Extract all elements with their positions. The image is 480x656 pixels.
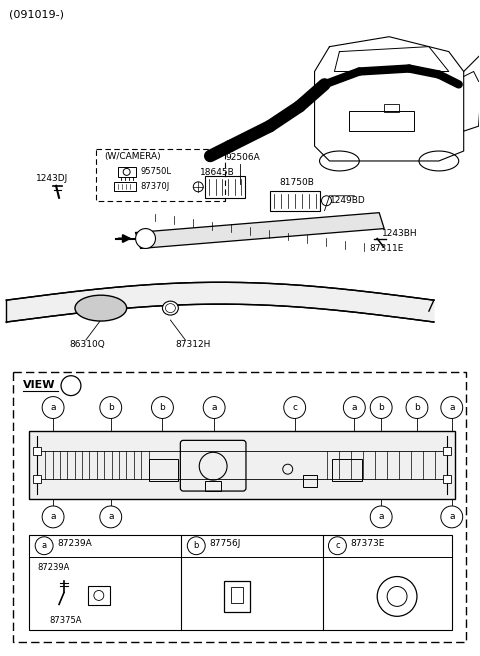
Text: a: a	[449, 512, 455, 522]
Circle shape	[152, 397, 173, 419]
Text: 1243BH: 1243BH	[382, 228, 418, 237]
Text: 87239A: 87239A	[57, 539, 92, 548]
Text: (091019-): (091019-)	[9, 10, 64, 20]
Text: a: a	[378, 512, 384, 522]
Text: b: b	[414, 403, 420, 412]
Polygon shape	[6, 282, 434, 322]
Ellipse shape	[162, 301, 179, 315]
Text: 87756J: 87756J	[209, 539, 240, 548]
Circle shape	[203, 397, 225, 419]
Text: 87370J: 87370J	[141, 182, 170, 191]
Text: a: a	[211, 403, 217, 412]
Text: a: a	[50, 403, 56, 412]
Ellipse shape	[75, 295, 127, 321]
Circle shape	[100, 397, 122, 419]
Circle shape	[441, 397, 463, 419]
Text: a: a	[42, 541, 47, 550]
Text: 81750B: 81750B	[280, 178, 315, 187]
Text: VIEW: VIEW	[23, 380, 56, 390]
Text: 1249BD: 1249BD	[329, 195, 365, 205]
Circle shape	[61, 376, 81, 396]
Text: a: a	[351, 403, 357, 412]
Circle shape	[187, 537, 205, 555]
Polygon shape	[136, 213, 384, 249]
Circle shape	[441, 506, 463, 528]
Text: b: b	[193, 541, 199, 550]
Circle shape	[370, 506, 392, 528]
Circle shape	[328, 537, 347, 555]
Text: b: b	[159, 403, 165, 412]
Circle shape	[35, 537, 53, 555]
Circle shape	[406, 397, 428, 419]
Text: c: c	[292, 403, 297, 412]
Text: a: a	[50, 512, 56, 522]
Text: (W/CAMERA): (W/CAMERA)	[104, 152, 160, 161]
Text: 87312H: 87312H	[175, 340, 211, 349]
Text: A: A	[67, 380, 75, 391]
Circle shape	[100, 506, 122, 528]
Text: A: A	[142, 234, 149, 243]
Text: 1243DJ: 1243DJ	[36, 174, 69, 183]
FancyBboxPatch shape	[443, 447, 451, 455]
Text: a: a	[449, 403, 455, 412]
Text: c: c	[335, 541, 340, 550]
FancyBboxPatch shape	[443, 475, 451, 483]
Text: 86310Q: 86310Q	[69, 340, 105, 349]
FancyBboxPatch shape	[33, 475, 41, 483]
Text: b: b	[108, 403, 114, 412]
Circle shape	[284, 397, 306, 419]
Text: 87373E: 87373E	[350, 539, 385, 548]
Text: 92506A: 92506A	[225, 153, 260, 162]
FancyBboxPatch shape	[29, 432, 455, 499]
Text: 87375A: 87375A	[49, 617, 82, 625]
Text: b: b	[378, 403, 384, 412]
Text: a: a	[108, 512, 113, 522]
FancyBboxPatch shape	[33, 447, 41, 455]
Circle shape	[343, 397, 365, 419]
Text: 87311E: 87311E	[369, 245, 404, 253]
Circle shape	[370, 397, 392, 419]
Text: KIA: KIA	[94, 305, 108, 311]
Circle shape	[42, 397, 64, 419]
Text: 18645B: 18645B	[200, 168, 235, 177]
Circle shape	[136, 228, 156, 249]
Text: 95750L: 95750L	[141, 167, 171, 176]
Text: 87239A: 87239A	[37, 563, 70, 571]
Circle shape	[42, 506, 64, 528]
